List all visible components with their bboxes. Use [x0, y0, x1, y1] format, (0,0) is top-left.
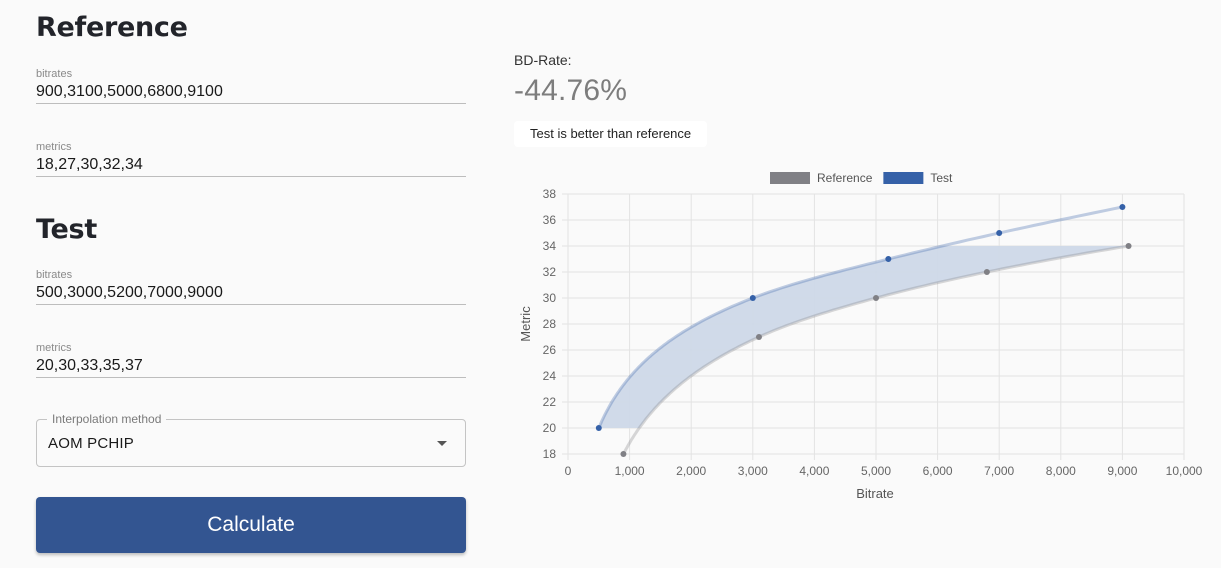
data-point-reference — [755, 334, 762, 340]
x-tick-label: 7,000 — [984, 464, 1014, 478]
data-point-test — [885, 256, 892, 262]
y-tick-label: 34 — [543, 239, 557, 253]
y-tick-label: 32 — [543, 265, 557, 279]
reference-bitrates-field[interactable]: bitrates — [36, 67, 466, 104]
result-verdict-badge: Test is better than reference — [514, 121, 708, 147]
legend-swatch-reference — [770, 172, 810, 184]
y-tick-label: 18 — [543, 447, 557, 461]
x-tick-label: 9,000 — [1107, 464, 1137, 478]
test-metrics-field[interactable]: metrics — [36, 341, 466, 378]
test-title: Test — [36, 214, 97, 245]
test-bitrates-label: bitrates — [36, 269, 73, 281]
bd-rate-label: BD-Rate: — [514, 52, 572, 68]
test-metrics-label: metrics — [36, 342, 72, 354]
chart-grid — [562, 193, 1185, 460]
x-tick-label: 0 — [565, 464, 572, 478]
x-axis-label: Bitrate — [856, 486, 894, 501]
chart-legend: Reference Test — [770, 171, 953, 185]
calculate-button[interactable]: Calculate — [36, 497, 466, 553]
interpolation-method-value: AOM PCHIP — [48, 435, 134, 452]
test-metrics-input[interactable] — [36, 355, 466, 377]
data-point-reference — [983, 269, 990, 275]
y-axis-ticks: 18 20 22 24 26 28 30 32 34 36 38 — [543, 187, 557, 461]
series-line-reference — [622, 244, 1129, 455]
y-tick-label: 20 — [543, 421, 557, 435]
bd-rate-value: -44.76% — [514, 74, 628, 107]
interpolation-method-label: Interpolation method — [47, 412, 167, 426]
test-bitrates-field[interactable]: bitrates — [36, 268, 466, 305]
chevron-down-icon[interactable] — [437, 441, 447, 446]
data-point-reference — [1125, 243, 1132, 249]
data-point-test — [749, 295, 756, 301]
x-axis-ticks: 0 1,000 2,000 3,000 4,000 5,000 6,000 7,000 8,00… — [565, 464, 1203, 478]
y-tick-label: 22 — [543, 395, 557, 409]
interpolation-method-select[interactable]: Interpolation method AOM PCHIP — [36, 412, 466, 467]
chart-data-points — [595, 204, 1132, 457]
reference-metrics-label: metrics — [36, 141, 72, 153]
y-tick-label: 38 — [543, 187, 557, 201]
data-point-test — [996, 230, 1003, 236]
test-bitrates-input[interactable] — [36, 282, 466, 304]
x-tick-label: 8,000 — [1046, 464, 1076, 478]
legend-label-reference: Reference — [817, 171, 873, 185]
y-tick-label: 36 — [543, 213, 557, 227]
reference-bitrates-input[interactable] — [36, 81, 466, 103]
reference-metrics-input[interactable] — [36, 154, 466, 176]
series-line-test — [597, 205, 1123, 429]
data-point-reference — [620, 451, 627, 457]
rate-distortion-chart: Reference Test 18 20 22 24 26 28 30 32 34 36 38 0 1,… — [518, 171, 1203, 501]
reference-bitrates-label: bitrates — [36, 68, 73, 80]
data-point-reference — [873, 295, 879, 301]
y-axis-label: Metric — [518, 306, 533, 342]
x-tick-label: 1,000 — [615, 464, 645, 478]
chart-series-lines — [597, 205, 1129, 455]
data-point-test — [1119, 204, 1126, 210]
y-tick-label: 28 — [543, 317, 557, 331]
x-tick-label: 6,000 — [923, 464, 953, 478]
y-tick-label: 30 — [543, 291, 557, 305]
x-tick-label: 2,000 — [676, 464, 706, 478]
reference-metrics-field[interactable]: metrics — [36, 140, 466, 177]
y-tick-label: 26 — [543, 343, 557, 357]
data-point-test — [595, 425, 602, 431]
x-tick-label: 10,000 — [1166, 464, 1203, 478]
x-tick-label: 4,000 — [799, 464, 829, 478]
x-tick-label: 5,000 — [861, 464, 891, 478]
bd-area-fill — [598, 246, 1129, 428]
legend-swatch-test — [883, 172, 924, 184]
x-tick-label: 3,000 — [738, 464, 768, 478]
y-tick-label: 24 — [543, 369, 557, 383]
reference-title: Reference — [36, 12, 188, 43]
legend-label-test: Test — [930, 171, 953, 185]
